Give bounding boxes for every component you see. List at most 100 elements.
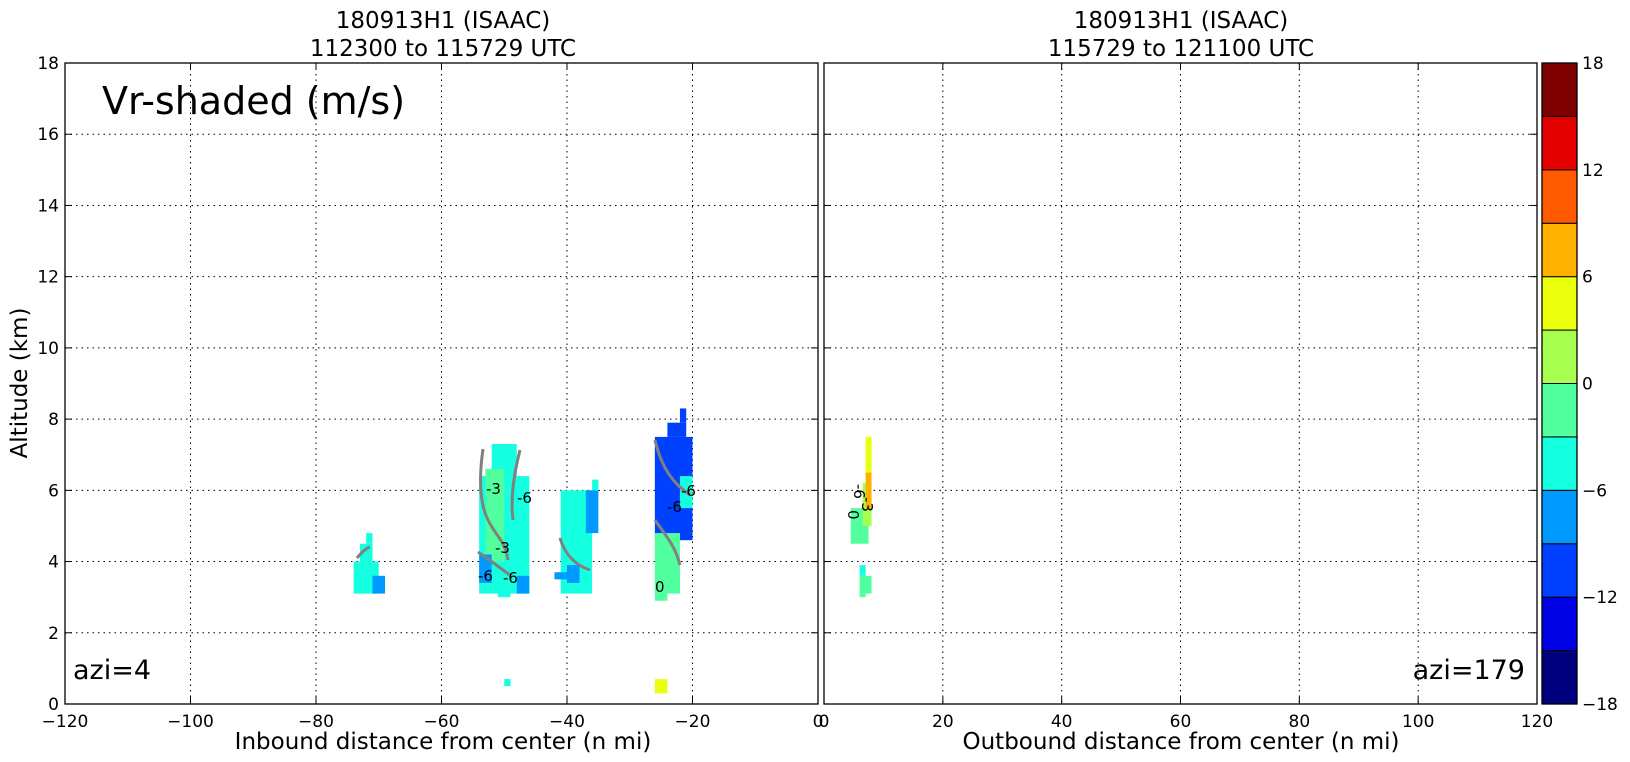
contour-label: 0 — [844, 510, 862, 520]
colorbar-segment — [1541, 489, 1578, 545]
x-tick-label: 60 — [1170, 712, 1192, 732]
colorbar-frame — [1541, 62, 1578, 705]
data-cell — [504, 679, 511, 687]
x-tick-label: 120 — [1521, 712, 1553, 732]
contour-label: -6 — [681, 482, 696, 500]
colorbar-tick-label: 18 — [1582, 54, 1604, 74]
y-tick-label: 14 — [37, 196, 59, 216]
data-cell — [497, 590, 511, 598]
data-cell — [554, 572, 567, 580]
colorbar-segment — [1541, 62, 1578, 117]
colorbar-segment — [1541, 436, 1578, 491]
colorbar-segment — [1541, 276, 1578, 331]
colorbar-tick-label: −12 — [1582, 588, 1618, 608]
x-tick-label: 40 — [1051, 712, 1073, 732]
right-tick-labels: 0 20 40 60 80 100 120 — [819, 62, 1553, 732]
contour-line — [355, 545, 371, 559]
contour-label: -3 — [495, 539, 510, 557]
contour-label: 0 — [655, 578, 665, 596]
x-tick-label: 0 — [813, 712, 824, 732]
colorbar-tick-label: −18 — [1582, 695, 1618, 715]
y-tick-label: 12 — [37, 268, 59, 288]
data-cell — [654, 679, 668, 694]
x-tick-label: 100 — [1402, 712, 1434, 732]
colorbar-tick-label: −6 — [1582, 481, 1607, 501]
colorbar-segment — [1541, 543, 1578, 598]
contour-line — [653, 439, 691, 497]
contour-label: -6 — [478, 567, 493, 585]
right-title-line2: 115729 to 121100 UTC — [1048, 36, 1314, 62]
contour-label: -6 — [850, 484, 868, 499]
x-tick-label: 20 — [932, 712, 954, 732]
data-cell — [479, 554, 492, 583]
colorbar-segment — [1541, 650, 1578, 705]
right-x-axis-label: Outbound distance from center (n mi) — [963, 729, 1400, 755]
left-tick-labels: −120 −100 −80 −60 −40 −20 0 0 2 4 6 8 10 12 14 16 18 — [37, 54, 823, 732]
right-grid — [824, 63, 1537, 704]
left-x-axis-label: Inbound distance from center (n mi) — [235, 729, 652, 755]
colorbar-tick-label: 0 — [1582, 375, 1593, 395]
data-cell — [592, 479, 599, 491]
data-cell — [859, 575, 872, 594]
y-tick-label: 18 — [37, 54, 59, 74]
colorbar-segment — [1541, 169, 1578, 224]
contour-line — [653, 519, 682, 566]
data-cell — [865, 436, 872, 484]
contour-line — [510, 449, 522, 521]
y-tick-label: 2 — [48, 624, 59, 644]
data-cell — [865, 472, 872, 509]
data-cell — [366, 533, 373, 544]
x-tick-label: 0 — [819, 712, 830, 732]
data-cell — [859, 593, 866, 598]
colorbar-segment — [1541, 383, 1578, 438]
x-tick-label: −120 — [42, 712, 89, 732]
left-azimuth-label: azi=4 — [73, 655, 151, 686]
left-contour-lines — [355, 439, 691, 577]
data-cell — [667, 422, 687, 437]
data-cell — [585, 490, 599, 534]
colorbar-segment — [1541, 115, 1578, 171]
y-tick-label: 16 — [37, 125, 59, 145]
colorbar: −18 −12 −6 0 6 12 18 — [1541, 54, 1618, 715]
x-tick-label: −40 — [549, 712, 585, 732]
y-tick-label: 8 — [48, 410, 59, 430]
contour-line — [558, 537, 591, 572]
contour-line — [479, 448, 510, 561]
x-tick-label: −60 — [424, 712, 460, 732]
colorbar-segment — [1541, 222, 1578, 278]
contour-label: -6 — [503, 569, 518, 587]
colorbar-segment — [1541, 596, 1578, 652]
y-tick-label: 0 — [48, 695, 59, 715]
left-title-line1: 180913H1 (ISAAC) — [336, 8, 551, 34]
colorbar-tick-label: 6 — [1582, 268, 1593, 288]
data-cell — [654, 533, 680, 594]
data-cell — [679, 408, 687, 423]
left-data-cells — [353, 408, 693, 694]
y-tick-label: 4 — [48, 553, 59, 573]
contour-label: -3 — [486, 480, 501, 498]
y-tick-label: 10 — [37, 339, 59, 359]
plot-annotation: Vr-shaded (m/s) — [102, 79, 405, 123]
right-data-cells — [850, 436, 872, 598]
right-contour-labels: -3 -6 0 — [844, 484, 876, 520]
y-tick-label: 6 — [48, 481, 59, 501]
data-cell — [654, 593, 668, 601]
colorbar-segment — [1541, 329, 1578, 385]
contour-line — [477, 550, 511, 577]
contour-label: -6 — [517, 489, 532, 507]
contour-label: -6 — [667, 498, 682, 516]
data-cell — [372, 575, 386, 594]
right-panel: 180913H1 (ISAAC) 115729 to 121100 UTC -3… — [819, 8, 1554, 755]
colorbar-tick-label: 12 — [1582, 161, 1604, 181]
x-tick-label: 80 — [1289, 712, 1311, 732]
left-grid — [65, 63, 818, 704]
data-cell — [516, 575, 530, 594]
left-panel: 180913H1 (ISAAC) 112300 to 115729 UTC -3… — [7, 8, 823, 755]
left-contour-labels: -3 -6 -3 -6 -6 -6 -6 0 — [478, 480, 696, 596]
left-title-line2: 112300 to 115729 UTC — [310, 36, 576, 62]
contour-label: -3 — [858, 497, 876, 512]
x-tick-label: −80 — [298, 712, 334, 732]
x-tick-label: −20 — [675, 712, 711, 732]
right-title-line1: 180913H1 (ISAAC) — [1074, 8, 1289, 34]
